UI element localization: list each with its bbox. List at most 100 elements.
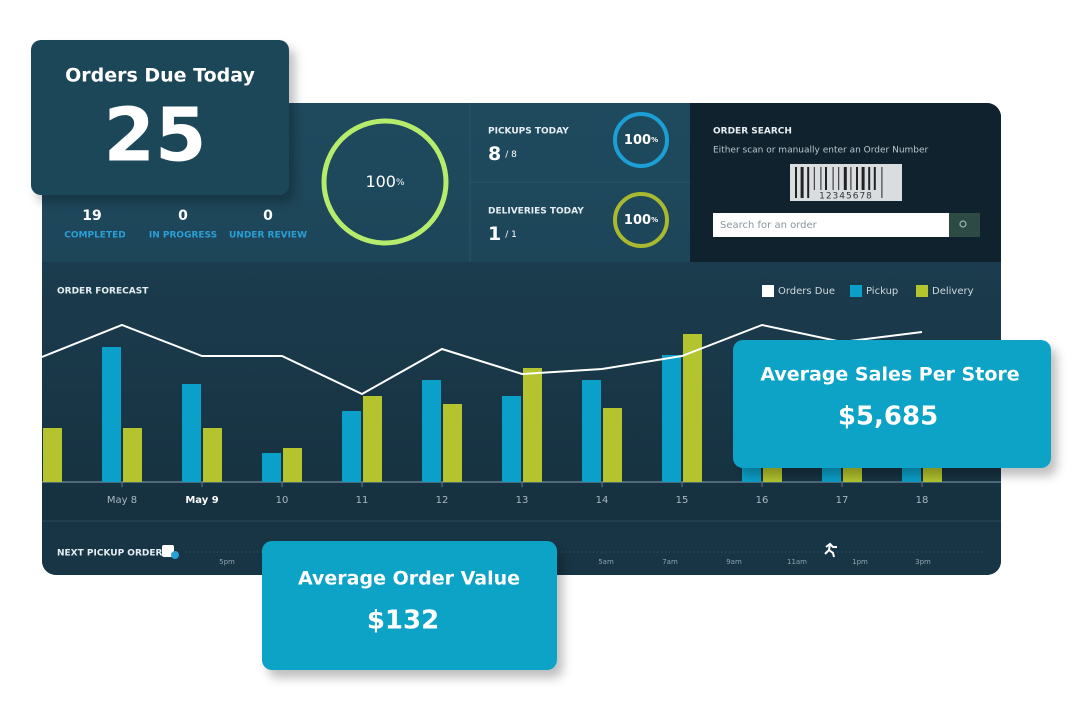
bar: [443, 404, 462, 482]
card-value: $132: [367, 606, 439, 636]
progress-text: 100%: [624, 213, 658, 228]
barcode-label-bg: [812, 190, 880, 201]
bag-badge: [171, 551, 179, 559]
search-icon: [959, 220, 967, 228]
card-value: $5,685: [838, 402, 938, 432]
legend-swatch: [916, 285, 928, 297]
bar: [182, 384, 201, 482]
search-hint: Either scan or manually enter an Order N…: [713, 146, 929, 156]
bar: [662, 355, 681, 482]
time-label: 7am: [662, 558, 678, 566]
progress-unit: %: [396, 178, 405, 188]
barcode-bar: [868, 167, 871, 198]
progress-unit: %: [651, 216, 658, 224]
bar: [102, 347, 121, 482]
line: [42, 323, 923, 396]
card-title: Average Order Value: [298, 568, 520, 590]
card: [733, 340, 1051, 468]
bar: [422, 380, 441, 482]
progress-ring: [613, 192, 669, 248]
count: 1: [488, 223, 501, 245]
progress-unit: %: [651, 136, 658, 144]
barcode-bar: [873, 167, 876, 198]
bar: [43, 428, 62, 482]
progress-value: 100: [624, 213, 651, 228]
progress-text: 100%: [624, 133, 658, 148]
timeline-times: 5pm 5am 7am 9am 11am 1pm 3pm: [219, 558, 931, 566]
bar: [582, 380, 601, 482]
barcode-number: 12345678: [819, 192, 873, 202]
search-input[interactable]: [713, 213, 949, 237]
card-title: Orders Due Today: [65, 65, 255, 87]
order-value-card: Average Order Value $132: [262, 541, 557, 670]
x-tick-label: 16: [756, 495, 769, 506]
status-label: IN PROGRESS: [149, 231, 217, 241]
bar: [262, 453, 281, 482]
card: [31, 40, 289, 195]
status-value: 0: [263, 208, 273, 224]
barcode-bar: [813, 167, 815, 198]
time-label: 3pm: [915, 558, 931, 566]
deliveries-label: DELIVERIES TODAY: [488, 207, 584, 217]
bar: [523, 368, 542, 482]
barcode-lines: [795, 167, 883, 198]
barcode-bar: [820, 167, 822, 198]
bar: [123, 428, 142, 482]
time-label: 11am: [787, 558, 807, 566]
bar: [603, 408, 622, 482]
total: / 1: [505, 230, 517, 240]
search-title: ORDER SEARCH: [713, 127, 792, 137]
barcode-bar: [861, 167, 865, 198]
barcode-bar: [856, 167, 858, 198]
barcode-bar: [838, 167, 840, 198]
card: [262, 541, 557, 670]
progress-ring: [321, 118, 449, 246]
bar: [283, 448, 302, 482]
time-label: 1pm: [852, 558, 868, 566]
search-button[interactable]: [949, 213, 980, 237]
barcode-bar: [843, 167, 847, 198]
barcode-bar: [825, 167, 827, 198]
status: 19 COMPLETED 0 IN PROGRESS 0 UNDER REVIE…: [64, 208, 307, 241]
barcode-bar: [795, 167, 797, 198]
chart-title: ORDER FORECAST: [57, 287, 149, 297]
progress-text: 100%: [365, 172, 405, 191]
barcode-bar: [807, 167, 810, 198]
status-value: 19: [82, 208, 101, 224]
bar: [342, 411, 361, 482]
search-placeholder: Search for an order: [720, 220, 818, 231]
x-tick-label: 13: [516, 495, 529, 506]
time-label: 5pm: [219, 558, 235, 566]
x-tick-label: 14: [596, 495, 609, 506]
orders-card: Orders Due Today 25: [31, 40, 289, 195]
progress-ring: [613, 112, 669, 168]
progress-value: 100: [365, 172, 396, 191]
bar: [363, 396, 382, 482]
x-tick-label: May 9: [185, 495, 218, 506]
barcode-bar: [881, 167, 883, 198]
x-tick-label: 12: [436, 495, 449, 506]
pickups-label: PICKUPS TODAY: [488, 127, 569, 137]
x-tick-label: May 8: [107, 495, 137, 506]
bar: [502, 396, 521, 482]
time-label: 5am: [598, 558, 614, 566]
runner-icon: [824, 542, 837, 558]
x-tick-label: 11: [356, 495, 369, 506]
legend-label: Delivery: [932, 286, 974, 297]
pickups-count: 8 / 8: [488, 143, 517, 165]
bar: [203, 428, 222, 482]
legend-swatch: [762, 285, 774, 297]
deliveries-count: 1 / 1: [488, 223, 517, 245]
x-tick-label: 17: [836, 495, 849, 506]
legend-swatch: [850, 285, 862, 297]
timeline-label: NEXT PICKUP ORDER: [57, 549, 162, 559]
x-tick-label: 10: [276, 495, 289, 506]
barcode-bar: [832, 167, 834, 198]
bar: [683, 334, 702, 482]
barcode-bar: [800, 167, 804, 198]
legend-label: Orders Due: [778, 286, 835, 297]
sales-card: Average Sales Per Store $5,685: [733, 340, 1051, 468]
x-tick-label: 18: [916, 495, 929, 506]
status-label: COMPLETED: [64, 231, 125, 241]
